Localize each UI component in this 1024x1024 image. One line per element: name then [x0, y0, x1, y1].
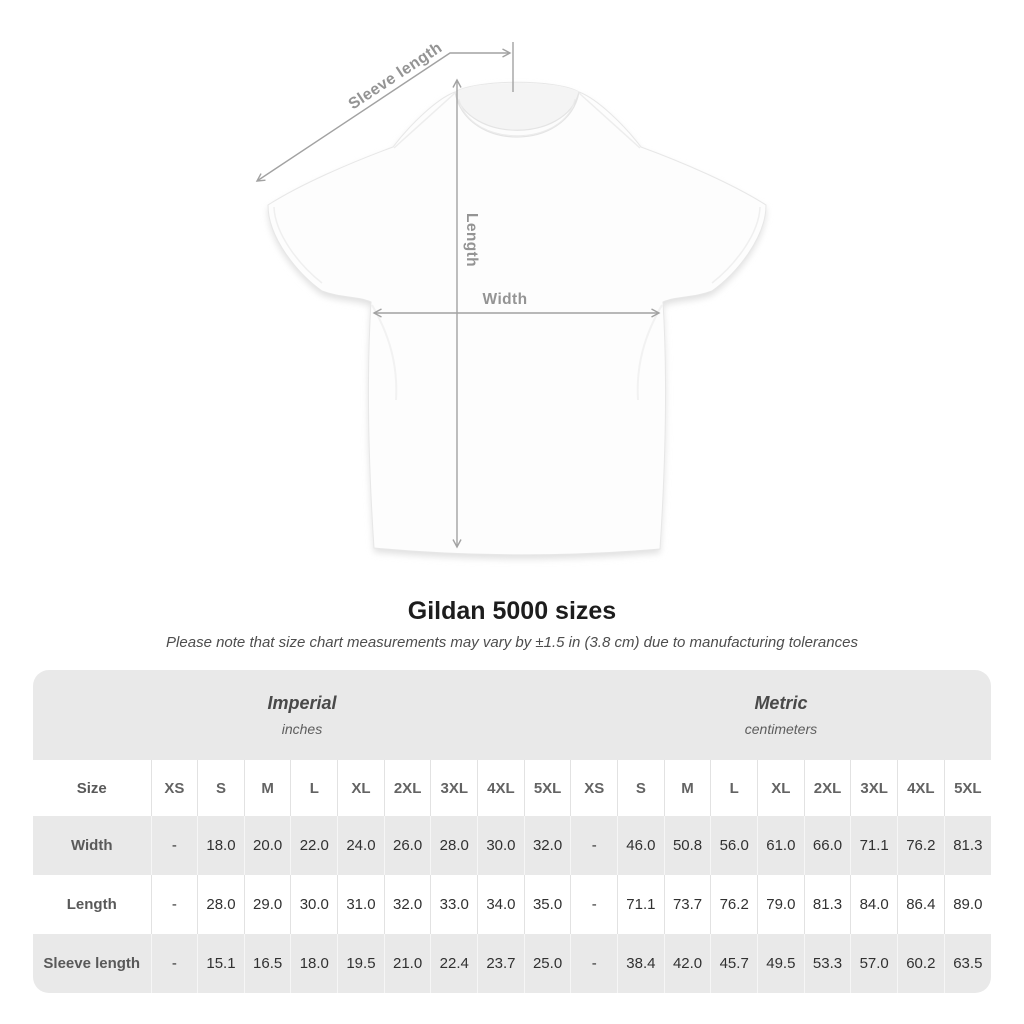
size-header-metric-5xl: 5XL — [943, 760, 991, 816]
cell-metric: - — [570, 875, 618, 934]
sleeve-length-arrow — [255, 48, 512, 182]
cell-imperial: 18.0 — [290, 934, 338, 993]
cell-imperial: 33.0 — [430, 875, 478, 934]
cell-imperial: 32.0 — [383, 875, 431, 934]
tshirt-illustration: Sleeve length Length Width — [255, 39, 767, 559]
cell-metric: 79.0 — [757, 875, 805, 934]
cell-imperial: 32.0 — [523, 816, 571, 875]
cell-imperial: 29.0 — [243, 875, 291, 934]
cell-metric: 38.4 — [617, 934, 665, 993]
cell-metric: 84.0 — [850, 875, 898, 934]
tshirt-body — [267, 81, 767, 556]
size-header-metric-l: L — [710, 760, 758, 816]
length-label: Length — [463, 213, 480, 267]
cell-metric: 45.7 — [710, 934, 758, 993]
size-header-metric-s: S — [617, 760, 665, 816]
cell-metric: 50.8 — [663, 816, 711, 875]
cell-imperial: 25.0 — [523, 934, 571, 993]
cell-metric: 60.2 — [897, 934, 945, 993]
cell-imperial: 28.0 — [430, 816, 478, 875]
cell-imperial: 35.0 — [523, 875, 571, 934]
cell-imperial: 26.0 — [383, 816, 431, 875]
table-row-sleeve-length: Sleeve length -15.1 16.5 18.0 19.5 21.0 22.4 23… — [33, 934, 991, 993]
unit-name: Metric — [754, 693, 808, 713]
cell-imperial: 15.1 — [197, 934, 245, 993]
cell-imperial: 20.0 — [243, 816, 291, 875]
cell-imperial: - — [150, 816, 198, 875]
size-header-metric-2xl: 2XL — [803, 760, 851, 816]
cell-metric: 86.4 — [897, 875, 945, 934]
tolerance-note: Please note that size chart measurements… — [166, 634, 858, 651]
cell-metric: 46.0 — [617, 816, 665, 875]
size-table: Imperial inches Metric centimeters Size XS S M L… — [33, 670, 991, 993]
cell-metric: 61.0 — [757, 816, 805, 875]
cell-imperial: 18.0 — [197, 816, 245, 875]
cell-imperial: 16.5 — [243, 934, 291, 993]
cell-metric: 81.3 — [803, 875, 851, 934]
cell-metric: 42.0 — [663, 934, 711, 993]
unit-name: Imperial — [267, 693, 337, 713]
size-header-metric-m: M — [663, 760, 711, 816]
size-header-imperial-xs: XS — [150, 760, 198, 816]
table-row-length: Length -28.0 29.0 30.0 31.0 32.0 33.0 34.0 35.0-… — [33, 875, 991, 934]
cell-imperial: 34.0 — [477, 875, 525, 934]
cell-metric: - — [570, 816, 618, 875]
cell-imperial: 30.0 — [477, 816, 525, 875]
cell-metric: 66.0 — [803, 816, 851, 875]
cell-metric: 73.7 — [663, 875, 711, 934]
page-title: Gildan 5000 sizes — [407, 597, 617, 625]
cell-metric: 89.0 — [943, 875, 991, 934]
size-header-imperial-l: L — [290, 760, 338, 816]
size-header-metric-xs: XS — [570, 760, 618, 816]
size-header-imperial-2xl: 2XL — [383, 760, 431, 816]
size-header-metric-3xl: 3XL — [850, 760, 898, 816]
size-header-imperial-m: M — [243, 760, 291, 816]
size-header-imperial-3xl: 3XL — [430, 760, 478, 816]
cell-metric: 53.3 — [803, 934, 851, 993]
cell-metric: 49.5 — [757, 934, 805, 993]
cell-metric: 71.1 — [850, 816, 898, 875]
unit-subtitle: inches — [281, 721, 323, 737]
row-label: Length — [66, 896, 117, 913]
size-header-imperial-4xl: 4XL — [477, 760, 525, 816]
size-header-imperial-5xl: 5XL — [523, 760, 571, 816]
cell-imperial: 24.0 — [337, 816, 385, 875]
tshirt-cuff-seam-right — [711, 206, 761, 284]
unit-group-metric: Metric centimeters — [570, 670, 991, 760]
row-label: Sleeve length — [43, 955, 141, 972]
size-header-imperial-xl: XL — [337, 760, 385, 816]
cell-imperial: 28.0 — [197, 875, 245, 934]
size-table-body: Imperial inches Metric centimeters Size XS S M L… — [33, 670, 991, 993]
tshirt-cuff-seam-left — [273, 206, 323, 284]
cell-metric: - — [570, 934, 618, 993]
cell-metric: 81.3 — [943, 816, 991, 875]
size-header-metric-4xl: 4XL — [897, 760, 945, 816]
size-header-imperial-s: S — [197, 760, 245, 816]
size-chart-table-container: Imperial inches Metric centimeters Size XS S M L… — [33, 670, 991, 993]
cell-metric: 76.2 — [897, 816, 945, 875]
cell-imperial: - — [150, 934, 198, 993]
unit-group-imperial: Imperial inches — [33, 670, 571, 760]
cell-imperial: 19.5 — [337, 934, 385, 993]
cell-imperial: 31.0 — [337, 875, 385, 934]
cell-metric: 56.0 — [710, 816, 758, 875]
cell-metric: 63.5 — [943, 934, 991, 993]
size-column-header: Size — [76, 779, 107, 797]
cell-metric: 71.1 — [617, 875, 665, 934]
tshirt-shoulder-seam-right — [578, 92, 641, 149]
size-header-metric-xl: XL — [757, 760, 805, 816]
row-label: Width — [70, 837, 113, 854]
cell-imperial: 30.0 — [290, 875, 338, 934]
cell-imperial: 21.0 — [383, 934, 431, 993]
cell-imperial: 22.4 — [430, 934, 478, 993]
cell-metric: 76.2 — [710, 875, 758, 934]
cell-metric: 57.0 — [850, 934, 898, 993]
sleeve-length-label: Sleeve length — [346, 39, 446, 113]
unit-subtitle: centimeters — [744, 721, 818, 737]
cell-imperial: 23.7 — [477, 934, 525, 993]
cell-imperial: 22.0 — [290, 816, 338, 875]
table-row-width: Width -18.0 20.0 22.0 24.0 26.0 28.0 30.0 32.0-4… — [33, 816, 991, 875]
cell-imperial: - — [150, 875, 198, 934]
width-label: Width — [483, 291, 528, 308]
